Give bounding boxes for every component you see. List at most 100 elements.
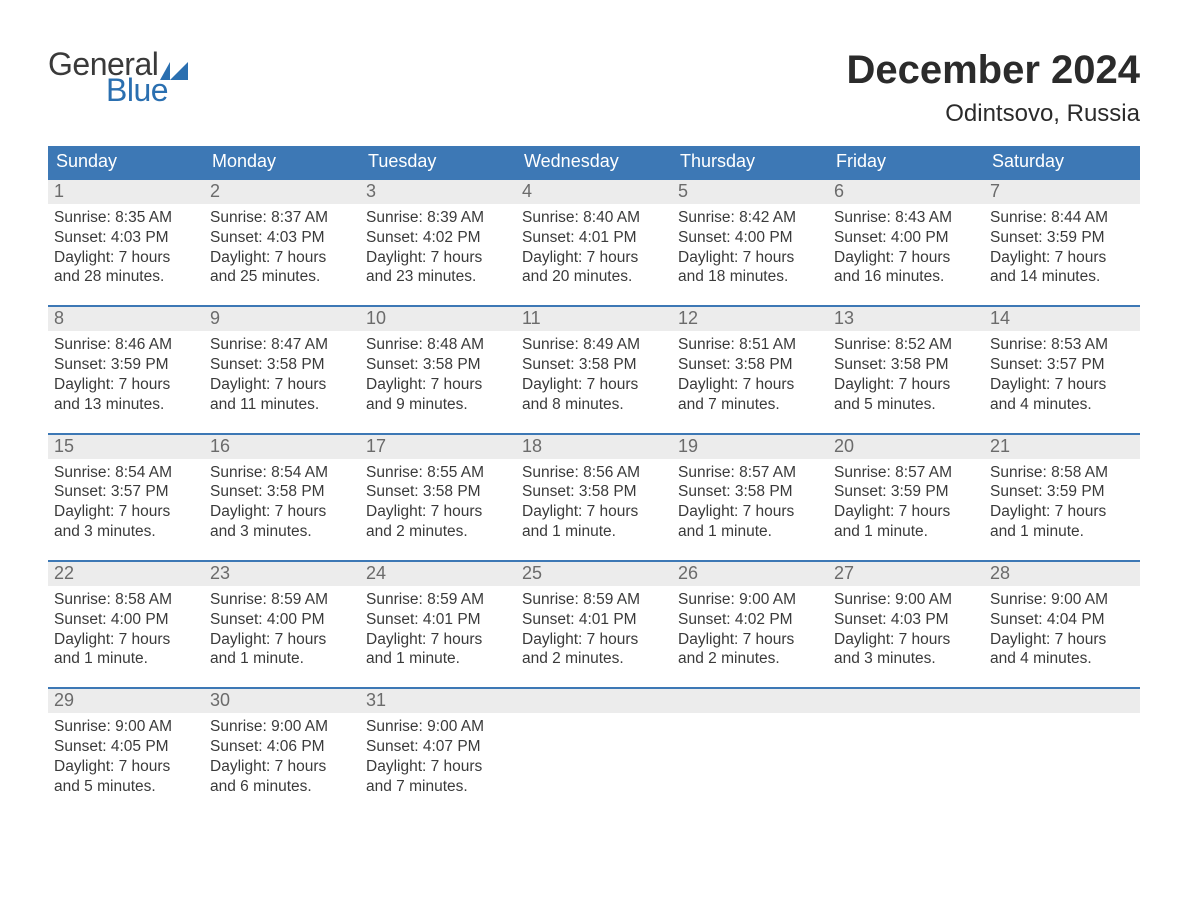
day-header-fri: Friday [828,146,984,178]
week-row: 8Sunrise: 8:46 AMSunset: 3:59 PMDaylight… [48,305,1140,420]
day-sunset: Sunset: 3:58 PM [522,355,666,375]
day-cell: 13Sunrise: 8:52 AMSunset: 3:58 PMDayligh… [828,307,984,420]
day-sunrise: Sunrise: 8:42 AM [678,208,822,228]
day-number: 10 [360,307,516,331]
day-cell: 10Sunrise: 8:48 AMSunset: 3:58 PMDayligh… [360,307,516,420]
day-dl1: Daylight: 7 hours [54,375,198,395]
day-cell: 7Sunrise: 8:44 AMSunset: 3:59 PMDaylight… [984,180,1140,293]
day-cell [828,689,984,802]
day-number: 5 [672,180,828,204]
day-sunrise: Sunrise: 8:59 AM [522,590,666,610]
day-dl2: and 1 minute. [678,522,822,542]
day-sunrise: Sunrise: 8:46 AM [54,335,198,355]
week-row: 29Sunrise: 9:00 AMSunset: 4:05 PMDayligh… [48,687,1140,802]
day-sunrise: Sunrise: 8:35 AM [54,208,198,228]
day-number: 28 [984,562,1140,586]
day-body: Sunrise: 9:00 AMSunset: 4:05 PMDaylight:… [48,713,204,796]
day-dl2: and 1 minute. [54,649,198,669]
day-sunset: Sunset: 4:03 PM [54,228,198,248]
day-sunset: Sunset: 4:03 PM [834,610,978,630]
month-title: December 2024 [846,48,1140,92]
day-sunset: Sunset: 3:58 PM [366,482,510,502]
day-header-row: Sunday Monday Tuesday Wednesday Thursday… [48,146,1140,178]
day-cell: 30Sunrise: 9:00 AMSunset: 4:06 PMDayligh… [204,689,360,802]
day-number: 1 [48,180,204,204]
day-dl1: Daylight: 7 hours [54,502,198,522]
day-sunrise: Sunrise: 9:00 AM [834,590,978,610]
day-cell: 23Sunrise: 8:59 AMSunset: 4:00 PMDayligh… [204,562,360,675]
day-body: Sunrise: 8:57 AMSunset: 3:58 PMDaylight:… [672,459,828,542]
day-dl1: Daylight: 7 hours [990,248,1134,268]
day-dl1: Daylight: 7 hours [834,502,978,522]
day-body: Sunrise: 8:59 AMSunset: 4:00 PMDaylight:… [204,586,360,669]
day-body: Sunrise: 8:58 AMSunset: 4:00 PMDaylight:… [48,586,204,669]
day-body: Sunrise: 9:00 AMSunset: 4:02 PMDaylight:… [672,586,828,669]
day-cell: 21Sunrise: 8:58 AMSunset: 3:59 PMDayligh… [984,435,1140,548]
day-sunset: Sunset: 4:00 PM [54,610,198,630]
day-dl2: and 2 minutes. [678,649,822,669]
day-sunset: Sunset: 4:05 PM [54,737,198,757]
day-number: 30 [204,689,360,713]
day-dl2: and 3 minutes. [210,522,354,542]
day-sunrise: Sunrise: 8:54 AM [54,463,198,483]
day-cell: 27Sunrise: 9:00 AMSunset: 4:03 PMDayligh… [828,562,984,675]
day-header-wed: Wednesday [516,146,672,178]
day-body [672,713,828,717]
day-header-tue: Tuesday [360,146,516,178]
day-dl1: Daylight: 7 hours [678,630,822,650]
day-sunrise: Sunrise: 8:52 AM [834,335,978,355]
day-cell: 16Sunrise: 8:54 AMSunset: 3:58 PMDayligh… [204,435,360,548]
day-cell: 22Sunrise: 8:58 AMSunset: 4:00 PMDayligh… [48,562,204,675]
day-dl2: and 7 minutes. [678,395,822,415]
day-number: 17 [360,435,516,459]
day-sunrise: Sunrise: 8:58 AM [990,463,1134,483]
day-body: Sunrise: 8:40 AMSunset: 4:01 PMDaylight:… [516,204,672,287]
day-dl1: Daylight: 7 hours [834,630,978,650]
day-body: Sunrise: 8:35 AMSunset: 4:03 PMDaylight:… [48,204,204,287]
day-number: 18 [516,435,672,459]
day-dl2: and 1 minute. [522,522,666,542]
day-cell: 17Sunrise: 8:55 AMSunset: 3:58 PMDayligh… [360,435,516,548]
day-cell: 28Sunrise: 9:00 AMSunset: 4:04 PMDayligh… [984,562,1140,675]
day-sunrise: Sunrise: 9:00 AM [678,590,822,610]
day-dl1: Daylight: 7 hours [990,375,1134,395]
day-cell: 29Sunrise: 9:00 AMSunset: 4:05 PMDayligh… [48,689,204,802]
day-sunset: Sunset: 3:59 PM [834,482,978,502]
day-number: 11 [516,307,672,331]
location-title: Odintsovo, Russia [846,100,1140,128]
day-cell: 20Sunrise: 8:57 AMSunset: 3:59 PMDayligh… [828,435,984,548]
day-dl1: Daylight: 7 hours [522,630,666,650]
day-cell: 12Sunrise: 8:51 AMSunset: 3:58 PMDayligh… [672,307,828,420]
day-sunrise: Sunrise: 8:37 AM [210,208,354,228]
day-dl1: Daylight: 7 hours [54,248,198,268]
day-body: Sunrise: 8:43 AMSunset: 4:00 PMDaylight:… [828,204,984,287]
day-cell [984,689,1140,802]
day-cell: 6Sunrise: 8:43 AMSunset: 4:00 PMDaylight… [828,180,984,293]
day-sunset: Sunset: 4:06 PM [210,737,354,757]
day-header-thu: Thursday [672,146,828,178]
day-sunrise: Sunrise: 9:00 AM [990,590,1134,610]
day-sunrise: Sunrise: 8:59 AM [210,590,354,610]
day-dl2: and 8 minutes. [522,395,666,415]
day-dl2: and 2 minutes. [522,649,666,669]
day-cell: 8Sunrise: 8:46 AMSunset: 3:59 PMDaylight… [48,307,204,420]
day-cell [516,689,672,802]
day-number: 6 [828,180,984,204]
day-sunset: Sunset: 4:01 PM [522,610,666,630]
day-sunset: Sunset: 4:04 PM [990,610,1134,630]
day-sunset: Sunset: 4:00 PM [678,228,822,248]
day-dl1: Daylight: 7 hours [366,757,510,777]
day-dl2: and 3 minutes. [834,649,978,669]
day-number: 7 [984,180,1140,204]
day-body: Sunrise: 8:42 AMSunset: 4:00 PMDaylight:… [672,204,828,287]
day-body: Sunrise: 8:44 AMSunset: 3:59 PMDaylight:… [984,204,1140,287]
day-sunrise: Sunrise: 8:44 AM [990,208,1134,228]
day-cell: 14Sunrise: 8:53 AMSunset: 3:57 PMDayligh… [984,307,1140,420]
day-dl1: Daylight: 7 hours [366,502,510,522]
day-dl1: Daylight: 7 hours [834,248,978,268]
day-body: Sunrise: 8:46 AMSunset: 3:59 PMDaylight:… [48,331,204,414]
page: General Blue December 2024 Odintsovo, Ru… [0,0,1188,918]
day-dl1: Daylight: 7 hours [210,502,354,522]
day-body: Sunrise: 8:51 AMSunset: 3:58 PMDaylight:… [672,331,828,414]
day-number: 22 [48,562,204,586]
